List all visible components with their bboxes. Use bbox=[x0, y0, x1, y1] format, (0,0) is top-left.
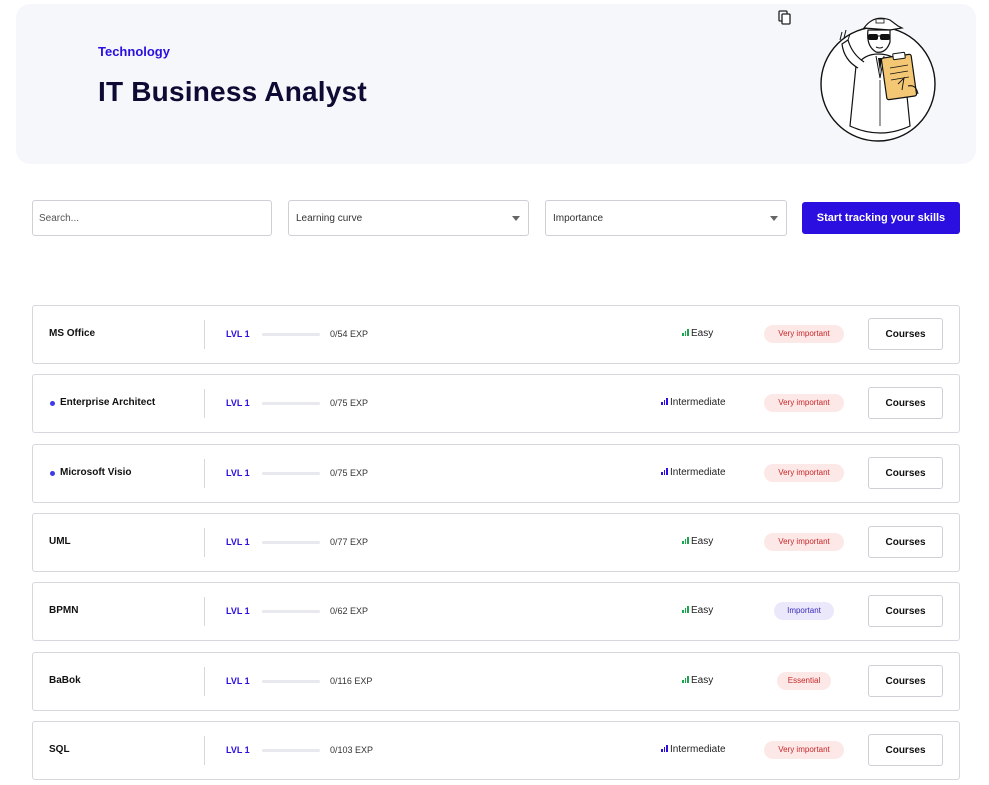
learning-curve: Easy bbox=[682, 328, 713, 339]
exp-progress-bar bbox=[262, 541, 320, 544]
learning-curve-label: Intermediate bbox=[670, 744, 726, 755]
exp-progress-bar bbox=[262, 749, 320, 752]
skill-level: LVL 1 bbox=[226, 468, 250, 478]
skill-level: LVL 1 bbox=[226, 676, 250, 686]
divider bbox=[204, 389, 205, 418]
skill-exp: 0/103 EXP bbox=[330, 745, 374, 755]
skill-exp: 0/75 EXP bbox=[330, 468, 369, 478]
skill-row: SQL LVL 1 0/103 EXP Intermediate Very import… bbox=[32, 721, 960, 780]
skill-row: BaBok LVL 1 0/116 EXP Easy Essential Courses bbox=[32, 652, 960, 711]
chevron-down-icon bbox=[770, 216, 778, 221]
learning-curve: Easy bbox=[682, 536, 713, 547]
signal-bars-icon bbox=[682, 676, 690, 683]
courses-button[interactable]: Courses bbox=[868, 318, 943, 350]
signal-bars-icon bbox=[682, 329, 690, 336]
learning-curve-label: Easy bbox=[691, 605, 714, 616]
exp-progress-bar bbox=[262, 333, 320, 336]
courses-button[interactable]: Courses bbox=[868, 595, 943, 627]
learning-curve: Easy bbox=[682, 675, 713, 686]
divider bbox=[204, 736, 205, 765]
skill-row: BPMN LVL 1 0/62 EXP Easy Important Courses bbox=[32, 582, 960, 641]
exp-progress-bar bbox=[262, 472, 320, 475]
skill-name: BPMN bbox=[49, 605, 79, 616]
divider bbox=[204, 459, 205, 488]
importance-badge: Very important bbox=[764, 394, 844, 412]
divider bbox=[204, 320, 205, 349]
skill-level: LVL 1 bbox=[226, 329, 250, 339]
learning-curve-label: Intermediate bbox=[670, 467, 726, 478]
learning-curve-label: Easy bbox=[691, 328, 714, 339]
skill-row: Enterprise Architect LVL 1 0/75 EXP Interme… bbox=[32, 374, 960, 433]
signal-bars-icon bbox=[682, 537, 690, 544]
signal-bars-icon bbox=[661, 745, 669, 752]
divider bbox=[204, 667, 205, 696]
learning-curve: Easy bbox=[682, 605, 713, 616]
divider bbox=[204, 597, 205, 626]
copy-icon[interactable] bbox=[778, 10, 792, 26]
learning-curve-select-label: Learning curve bbox=[296, 213, 363, 224]
exp-progress-bar bbox=[262, 680, 320, 683]
learning-curve-select[interactable]: Learning curve bbox=[288, 200, 529, 236]
skill-level: LVL 1 bbox=[226, 537, 250, 547]
skill-name: SQL bbox=[49, 744, 70, 755]
skill-row: Microsoft Visio LVL 1 0/75 EXP Intermediate… bbox=[32, 444, 960, 503]
chevron-down-icon bbox=[512, 216, 520, 221]
search-input[interactable] bbox=[32, 200, 272, 236]
importance-badge: Essential bbox=[777, 672, 831, 690]
skill-level: LVL 1 bbox=[226, 398, 250, 408]
courses-button[interactable]: Courses bbox=[868, 734, 943, 766]
importance-badge: Very important bbox=[764, 325, 844, 343]
skill-exp: 0/116 EXP bbox=[330, 676, 373, 686]
page-title: IT Business Analyst bbox=[98, 76, 367, 107]
skill-name: Enterprise Architect bbox=[60, 397, 156, 408]
learning-curve-label: Intermediate bbox=[670, 397, 726, 408]
courses-button[interactable]: Courses bbox=[868, 457, 943, 489]
category-label: Technology bbox=[98, 44, 170, 59]
start-tracking-button[interactable]: Start tracking your skills bbox=[802, 202, 960, 234]
learning-curve-label: Easy bbox=[691, 536, 714, 547]
skill-name: UML bbox=[49, 536, 71, 547]
analyst-illustration bbox=[820, 17, 936, 142]
skill-exp: 0/62 EXP bbox=[330, 606, 369, 616]
skill-exp: 0/77 EXP bbox=[330, 537, 369, 547]
skill-level: LVL 1 bbox=[226, 745, 250, 755]
importance-select[interactable]: Importance bbox=[545, 200, 787, 236]
signal-bars-icon bbox=[682, 606, 690, 613]
skill-level: LVL 1 bbox=[226, 606, 250, 616]
learning-curve: Intermediate bbox=[661, 467, 726, 478]
filters-bar: Learning curve Importance Start tracking… bbox=[32, 200, 960, 236]
courses-button[interactable]: Courses bbox=[868, 526, 943, 558]
importance-badge: Very important bbox=[764, 533, 844, 551]
skill-exp: 0/75 EXP bbox=[330, 398, 369, 408]
exp-progress-bar bbox=[262, 610, 320, 613]
courses-button[interactable]: Courses bbox=[868, 665, 943, 697]
importance-select-label: Importance bbox=[553, 213, 604, 224]
importance-badge: Very important bbox=[764, 464, 844, 482]
skill-row: UML LVL 1 0/77 EXP Easy Very important Course… bbox=[32, 513, 960, 572]
skill-name: Microsoft Visio bbox=[60, 467, 132, 478]
learning-curve: Intermediate bbox=[661, 397, 726, 408]
skill-row: MS Office LVL 1 0/54 EXP Easy Very important… bbox=[32, 305, 960, 364]
divider bbox=[204, 528, 205, 557]
learning-curve-label: Easy bbox=[691, 675, 714, 686]
new-indicator-dot bbox=[50, 471, 55, 476]
skill-name: BaBok bbox=[49, 675, 81, 686]
importance-badge: Important bbox=[774, 602, 834, 620]
signal-bars-icon bbox=[661, 468, 669, 475]
importance-badge: Very important bbox=[764, 741, 844, 759]
courses-button[interactable]: Courses bbox=[868, 387, 943, 419]
skill-exp: 0/54 EXP bbox=[330, 329, 369, 339]
new-indicator-dot bbox=[50, 401, 55, 406]
hero-banner: Technology IT Business Analyst bbox=[16, 4, 976, 164]
signal-bars-icon bbox=[661, 398, 669, 405]
learning-curve: Intermediate bbox=[661, 744, 726, 755]
skill-name: MS Office bbox=[49, 328, 96, 339]
exp-progress-bar bbox=[262, 402, 320, 405]
